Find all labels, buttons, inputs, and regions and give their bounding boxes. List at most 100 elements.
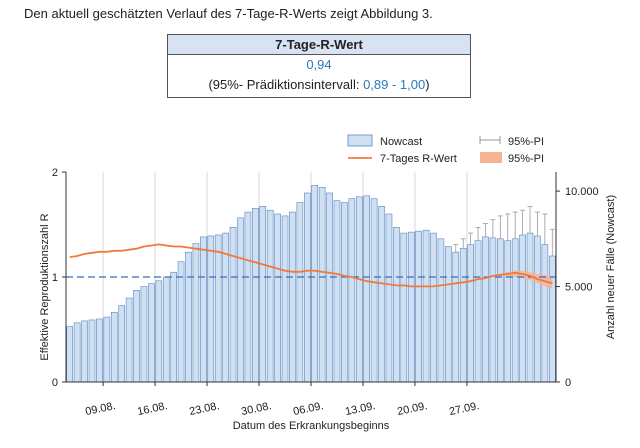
- y-right-tick-label: 10.000: [565, 186, 599, 198]
- y-right-axis-label: Anzahl neuer Fälle (Nowcast): [605, 195, 617, 339]
- nowcast-bar: [378, 206, 385, 383]
- nowcast-bar: [445, 246, 452, 383]
- intro-text: Den aktuell geschätzten Verlauf des 7-Ta…: [24, 6, 433, 21]
- y-left-tick-label: 1: [52, 272, 58, 284]
- nowcast-bar: [192, 243, 200, 383]
- nowcast-bar: [110, 312, 118, 383]
- pi-range: 0,89 - 1,00: [363, 77, 426, 92]
- nowcast-bar: [148, 283, 155, 383]
- nowcast-bar: [96, 318, 103, 383]
- nowcast-bar: [548, 255, 556, 383]
- nowcast-bar: [81, 320, 88, 383]
- x-tick-label: 06.09.: [292, 400, 324, 418]
- nowcast-bar: [274, 213, 281, 383]
- legend-swatch-band: [480, 152, 502, 163]
- nowcast-bar: [541, 244, 549, 383]
- y-left-tick-label: 0: [52, 377, 58, 389]
- nowcast-bar: [200, 236, 207, 383]
- legend-swatch-nowcast: [347, 134, 373, 147]
- nowcast-bar: [459, 248, 467, 383]
- pi-prefix: (95%- Prädiktionsintervall:: [208, 77, 364, 92]
- nowcast-bar: [385, 213, 393, 383]
- x-axis-label: Datum des Erkrankungsbeginns: [233, 420, 390, 432]
- nowcast-bar: [311, 185, 319, 383]
- legend-label-r-line: 7-Tages R-Wert: [380, 153, 457, 165]
- nowcast-bar: [497, 238, 504, 383]
- nowcast-bar: [259, 206, 267, 383]
- nowcast-bar: [326, 192, 333, 383]
- legend-label-nowcast: Nowcast: [380, 136, 422, 148]
- r-value-table: 7-Tage-R-Wert 0,94 (95%- Prädiktionsinte…: [167, 34, 471, 98]
- nowcast-bar: [214, 234, 222, 383]
- nowcast-bar: [318, 186, 326, 383]
- nowcast-bar: [289, 211, 296, 383]
- nowcast-bar: [348, 198, 356, 383]
- nowcast-bar: [355, 196, 363, 383]
- nowcast-bar: [534, 235, 541, 383]
- nowcast-bar: [467, 244, 474, 383]
- nowcast-bar: [407, 231, 415, 383]
- nowcast-bar: [140, 286, 148, 383]
- nowcast-bar: [526, 232, 534, 383]
- y-left-axis-label: Effektive Reproduktionszahl R: [39, 213, 51, 360]
- r-value-table-header: 7-Tage-R-Wert: [168, 35, 470, 55]
- nowcast-bar: [207, 235, 215, 383]
- nowcast-bar: [363, 195, 370, 383]
- nowcast-bar: [296, 202, 304, 383]
- prediction-interval: (95%- Prädiktionsintervall: 0,89 - 1,00): [168, 75, 470, 97]
- nowcast-bar: [437, 238, 445, 383]
- nowcast-bar: [266, 209, 274, 383]
- x-tick-label: 09.08.: [84, 400, 116, 418]
- nowcast-error-bars: [453, 205, 555, 256]
- x-tick-label: 16.08.: [136, 400, 168, 418]
- x-tick-label: 30.08.: [240, 400, 272, 418]
- x-tick-label: 13.09.: [344, 400, 376, 418]
- nowcast-bar: [73, 322, 81, 383]
- nowcast-bar: [125, 297, 133, 383]
- nowcast-bar: [162, 276, 170, 383]
- nowcast-bar: [504, 240, 512, 383]
- r-value-series-line: [69, 243, 553, 288]
- legend-label-pi-band: 95%-PI: [508, 153, 544, 165]
- nowcast-bar: [415, 230, 422, 383]
- nowcast-bar: [155, 280, 163, 383]
- legend-label-pi-bars: 95%-PI: [508, 136, 544, 148]
- nowcast-bar: [400, 232, 408, 383]
- nowcast-bar: [422, 229, 430, 383]
- nowcast-bar: [170, 271, 177, 383]
- nowcast-bar: [341, 202, 348, 383]
- y-right-tick-label: 5.000: [565, 282, 593, 294]
- nowcast-bar: [229, 227, 237, 383]
- nowcast-bar: [519, 234, 526, 383]
- nowcast-bar: [118, 305, 125, 383]
- nowcast-bar: [489, 237, 497, 383]
- x-tick-label: 23.08.: [188, 400, 220, 418]
- nowcast-bar: [430, 232, 437, 383]
- nowcast-bar: [281, 215, 289, 383]
- r-value-line: [69, 243, 553, 288]
- y-right-tick-label: 0: [565, 377, 571, 389]
- nowcast-bar: [333, 200, 341, 383]
- x-tick-label: 27.09.: [448, 400, 480, 418]
- chart-legend: Nowcast 95%-PI 7-Tages R-Wert 95%-PI: [347, 134, 544, 165]
- nowcast-bar: [370, 198, 378, 383]
- pi-suffix: ): [425, 77, 430, 92]
- nowcast-bar: [452, 251, 460, 383]
- nowcast-bar: [177, 261, 185, 383]
- nowcast-bar: [66, 326, 74, 383]
- nowcast-bar: [88, 319, 96, 383]
- y-left-tick-label: 2: [52, 167, 58, 179]
- nowcast-bar: [393, 227, 400, 383]
- nowcast-bar: [252, 207, 259, 383]
- nowcast-bar: [244, 211, 252, 383]
- x-tick-label: 20.09.: [396, 400, 428, 418]
- nowcast-bar: [133, 290, 140, 383]
- nowcast-bar: [511, 238, 519, 383]
- nowcast-bar: [185, 251, 192, 383]
- nowcast-bar: [103, 316, 111, 383]
- nowcast-bar: [474, 240, 482, 383]
- r-value: 0,94: [306, 57, 332, 72]
- nowcast-bar: [482, 236, 489, 383]
- nowcast-bar: [303, 192, 311, 383]
